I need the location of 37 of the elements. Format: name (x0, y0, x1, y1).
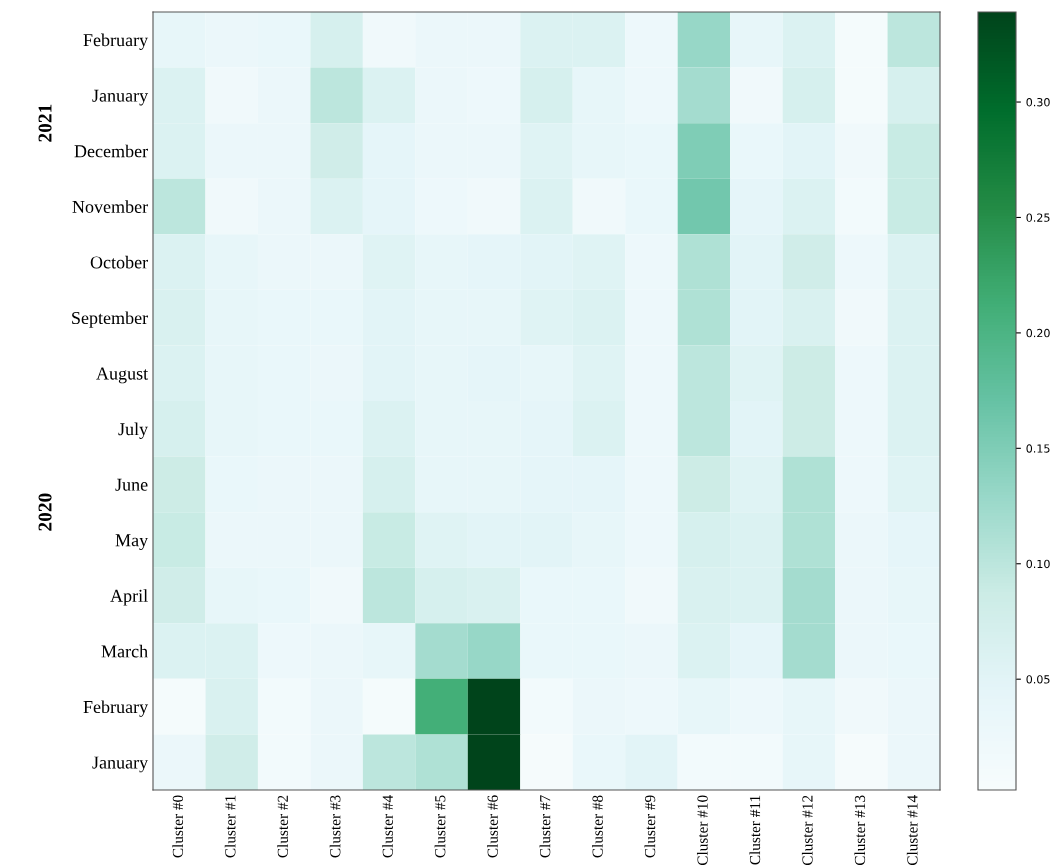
x-tick-label: Cluster #5 (434, 795, 446, 858)
x-tick-label: Cluster #11 (749, 795, 761, 865)
x-tick-label: Cluster #7 (539, 795, 551, 858)
y-tick-label: May (115, 534, 149, 551)
y-tick-label: October (90, 255, 148, 269)
color-bar-label: 0.05 (1026, 675, 1050, 684)
x-tick-label: Cluster #10 (696, 795, 708, 865)
x-tick-label: Cluster #6 (487, 795, 498, 858)
x-tick-label: Cluster #12 (801, 795, 813, 865)
color-bar-label: 0.30 (1026, 98, 1050, 107)
x-tick-label: Cluster #9 (644, 795, 656, 858)
x-tick-label: Cluster #1 (224, 795, 236, 858)
y-tick-label: December (74, 144, 148, 158)
color-bar-label: 0.25 (1026, 213, 1050, 222)
x-tick-label: Cluster #4 (382, 795, 393, 858)
y-tick-label: February (83, 700, 149, 717)
x-tick-label: Cluster #13 (854, 795, 866, 865)
y-tick-label: February (83, 33, 149, 50)
y-tick-label: November (72, 200, 148, 213)
color-bar-label: 0.15 (1026, 444, 1050, 453)
text: 2020 (38, 493, 52, 531)
color-bar-label: 0.10 (1026, 559, 1050, 569)
color-bar-label: 0.20 (1026, 328, 1050, 338)
x-tick-label: Cluster #3 (329, 795, 341, 858)
y-tick-label: April (110, 589, 148, 606)
y-tick-label: July (118, 422, 149, 439)
y-tick-label: January (92, 89, 149, 106)
y-tick-label: September (72, 311, 148, 328)
y-tick-label: March (101, 644, 148, 658)
x-tick-label: Cluster #14 (906, 795, 918, 865)
y-tick-label: August (96, 367, 149, 384)
y-tick-label: June (115, 478, 148, 491)
x-tick-label: Cluster #0 (172, 795, 184, 858)
text: 2021 (38, 104, 52, 142)
x-tick-label: Cluster #8 (592, 795, 603, 858)
x-tick-label: Cluster #2 (277, 795, 288, 858)
y-tick-label: January (92, 756, 149, 773)
